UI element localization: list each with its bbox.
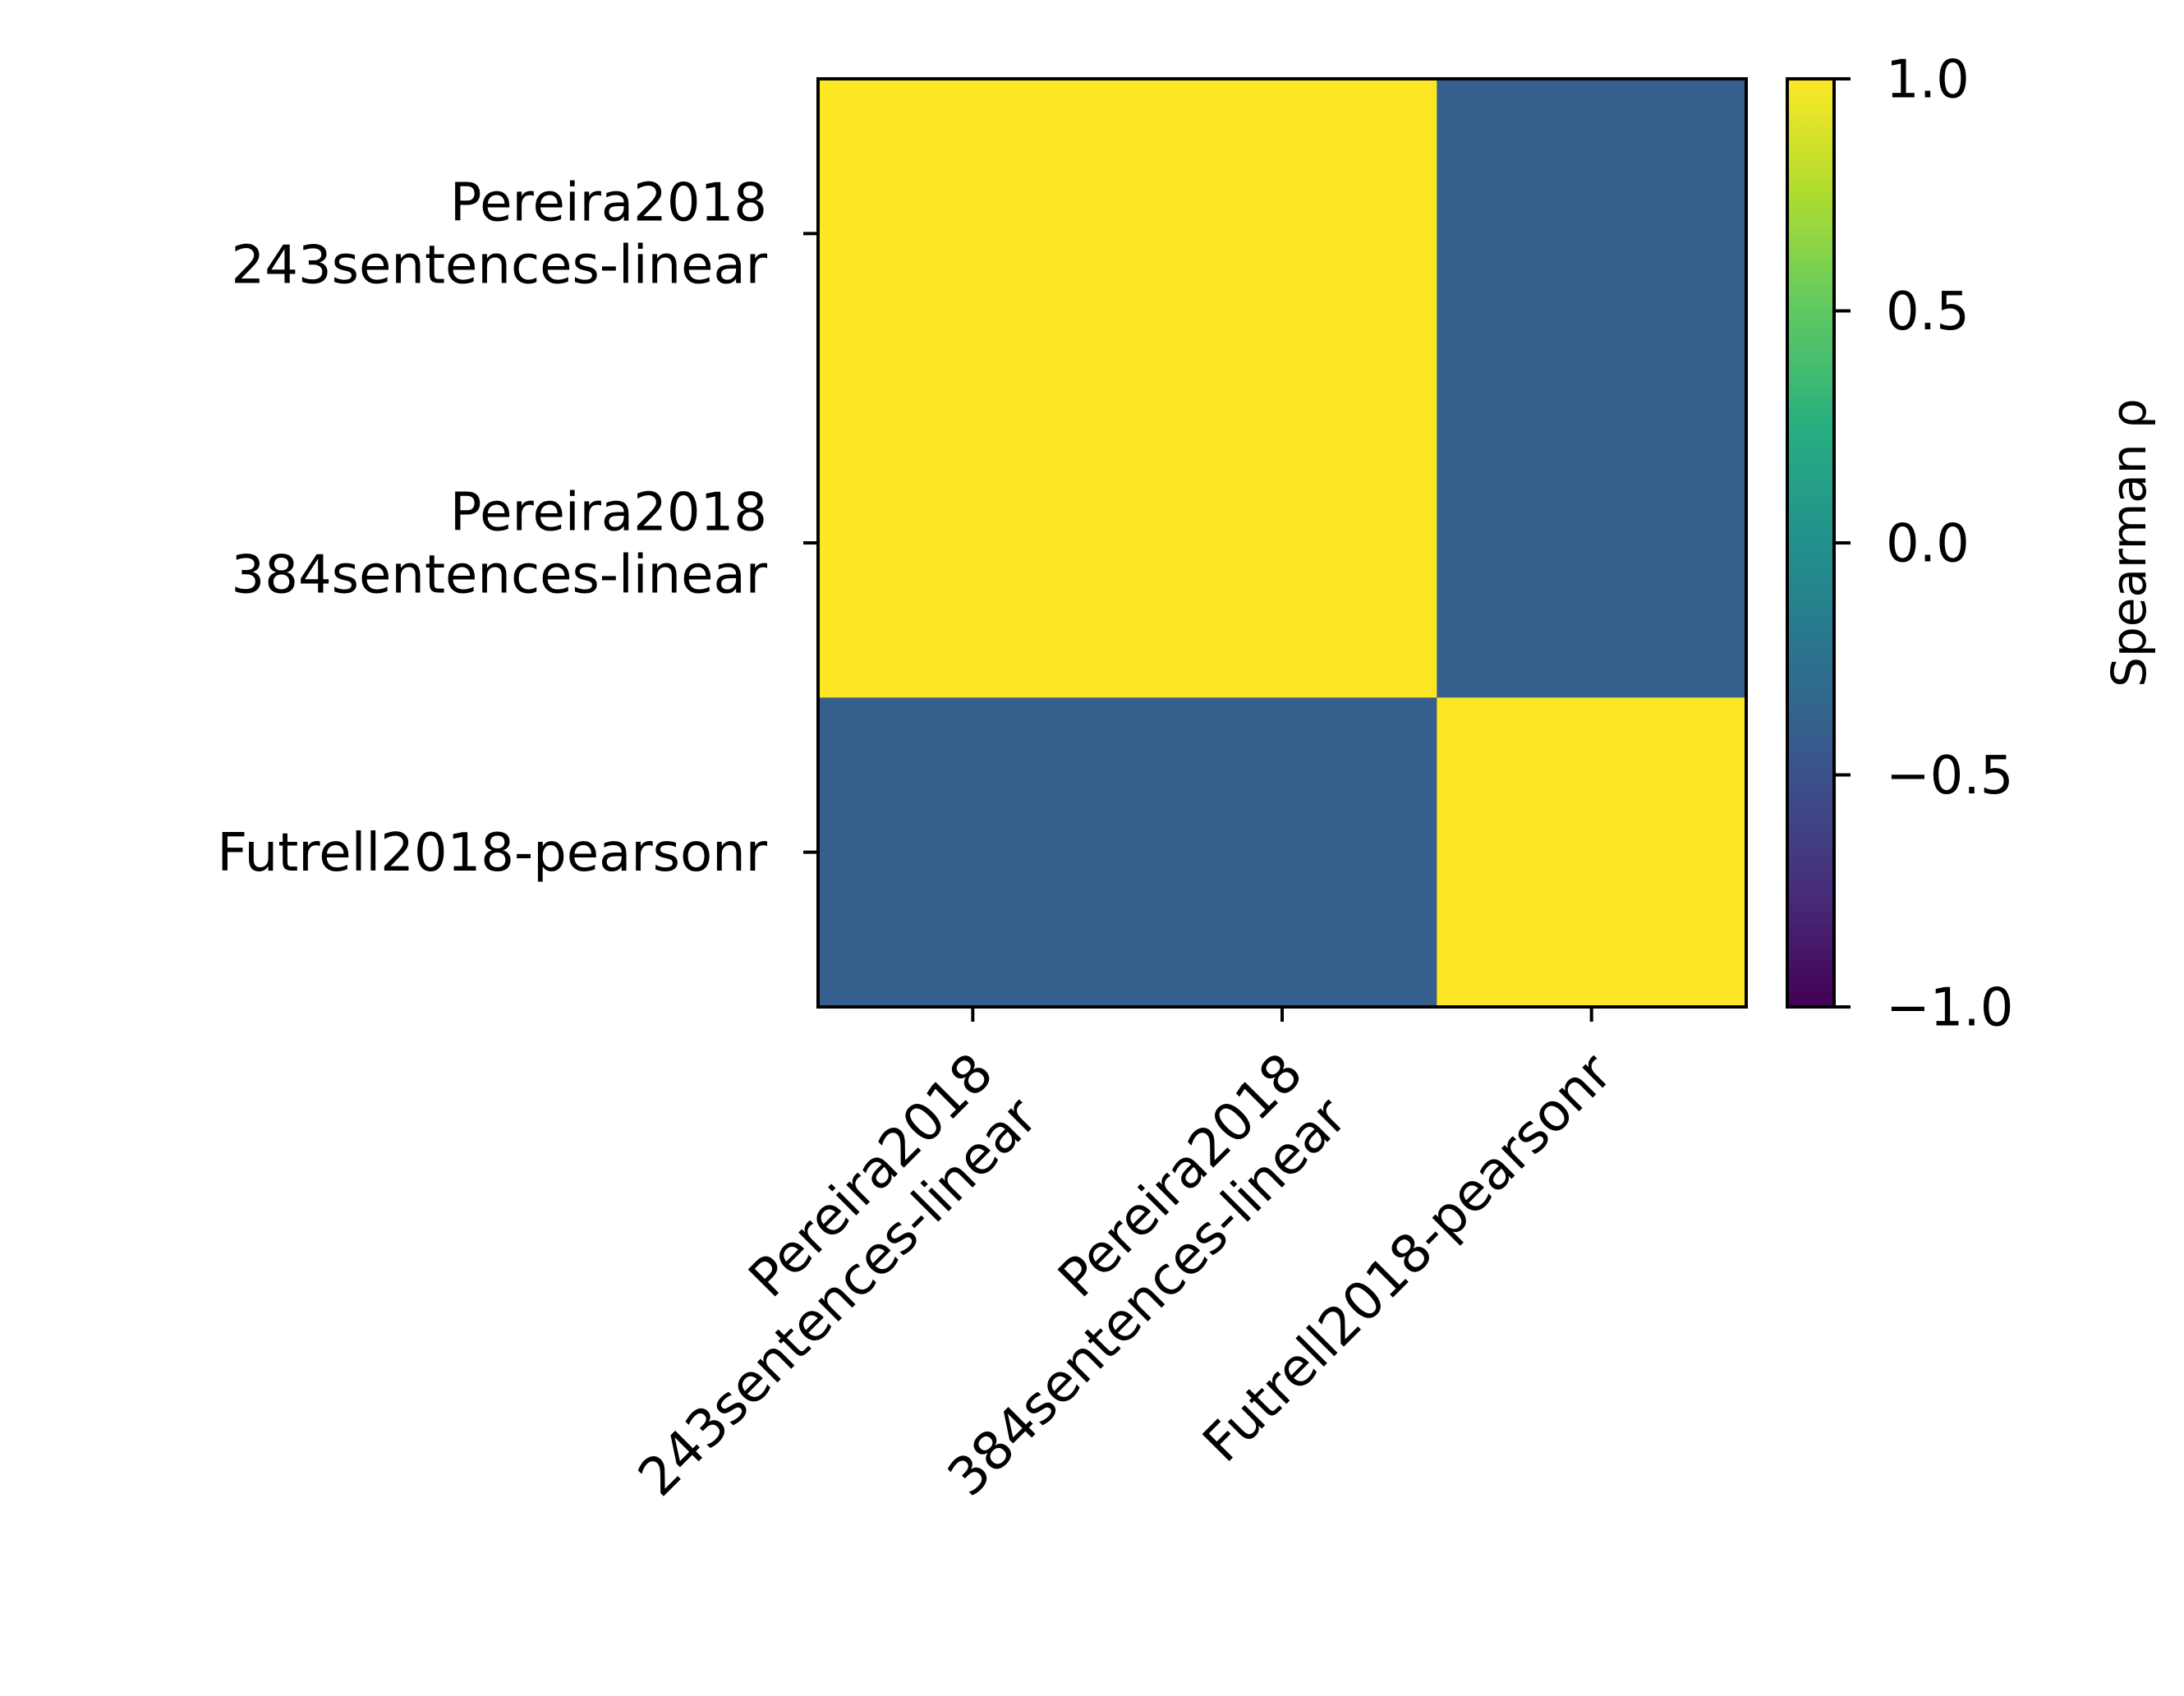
heatmap-cell	[818, 79, 1129, 389]
colorbar-tick-label: −0.5	[1886, 746, 2013, 807]
y-tick-label: Pereira2018 243sentences-linear	[232, 173, 768, 296]
heatmap-cell	[818, 697, 1129, 1008]
heatmap-cell	[1127, 388, 1437, 698]
heatmap-cell	[1437, 79, 1747, 389]
heatmap-cell	[818, 388, 1129, 698]
heatmap-cell	[1437, 697, 1747, 1008]
y-tick-label: Pereira2018 384sentences-linear	[232, 482, 768, 605]
colorbar-gradient	[1787, 79, 1834, 1007]
colorbar-tick-label: −1.0	[1886, 977, 2013, 1038]
heatmap-cell	[1437, 388, 1747, 698]
heatmap-cell	[1127, 697, 1437, 1008]
y-tick-label: Futrell2018-pearsonr	[217, 823, 767, 884]
colorbar-label: Spearman ρ	[2101, 398, 2157, 687]
y-axis: Pereira2018 243sentences-linear Pereira201…	[217, 173, 818, 884]
colorbar: 1.0 0.5 0.0 −0.5 −1.0 Spearman ρ	[1786, 49, 2157, 1038]
heatmap-cell	[1127, 79, 1437, 389]
colorbar-tick-label: 0.5	[1886, 282, 1970, 342]
x-axis: Pereira2018243sentences-linearPereira201…	[628, 1007, 1624, 1508]
colorbar-tick-label: 0.0	[1886, 513, 1970, 574]
heatmap-cells	[818, 79, 1747, 1008]
colorbar-tick-label: 1.0	[1886, 49, 1970, 110]
